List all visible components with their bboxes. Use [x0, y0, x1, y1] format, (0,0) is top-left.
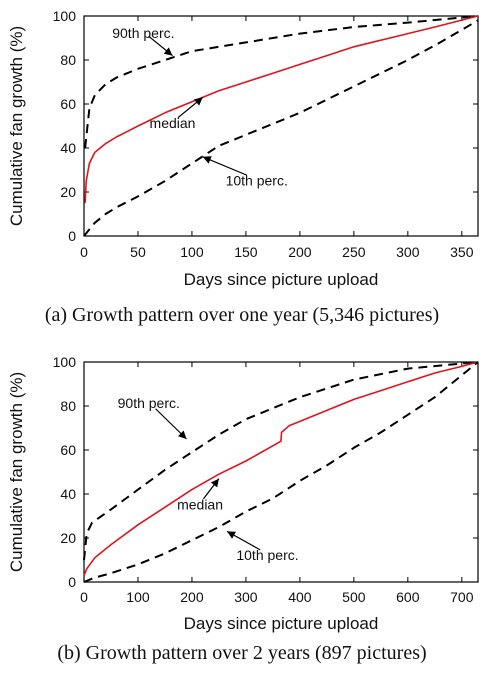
series-line-median [83, 361, 479, 576]
annotation-arrow-head [227, 531, 236, 539]
y-tick-label: 60 [60, 442, 76, 458]
y-tick-label: 80 [60, 52, 76, 68]
series-line-median [84, 15, 479, 204]
x-tick-label: 500 [342, 589, 366, 605]
annotation-arrow-head [194, 97, 203, 106]
x-tick-label: 400 [288, 589, 312, 605]
annotation-arrow-head [178, 430, 187, 439]
chart-a-caption: (a) Growth pattern over one year (5,346 … [44, 304, 440, 326]
series-line-p90 [83, 361, 479, 561]
chart-b-caption: (b) Growth pattern over 2 years (897 pic… [57, 642, 427, 664]
y-tick-label: 100 [53, 8, 77, 24]
x-tick-label: 300 [234, 589, 258, 605]
chart-panel-b: 0 20 40 60 80 100 0 100 200 300 400 500 600 700 Days s… [0, 340, 484, 674]
series-line-p10 [83, 361, 479, 583]
annotation-label: 10th perc. [236, 547, 298, 563]
x-tick-label: 150 [234, 244, 258, 260]
x-tick-label: 100 [126, 589, 150, 605]
annotation-arrow-head [163, 47, 173, 56]
x-tick-label: 200 [288, 244, 312, 260]
annotation-label: median [177, 496, 223, 512]
y-tick-label: 100 [53, 354, 77, 370]
y-tick-label: 80 [60, 398, 76, 414]
y-tick-label: 0 [68, 574, 76, 590]
x-tick-label: 250 [342, 244, 366, 260]
y-tick-label: 20 [60, 184, 76, 200]
chart-b-svg: 0 20 40 60 80 100 0 100 200 300 400 500 600 700 Days s… [7, 354, 479, 633]
x-tick-label: 50 [130, 244, 146, 260]
x-tick-label: 100 [180, 244, 204, 260]
series-line-p90 [84, 15, 479, 149]
annotation-arrow-head [202, 156, 212, 164]
x-tick-label: 200 [180, 589, 204, 605]
plot-frame [83, 15, 479, 237]
y-axis-title: Cumulative fan growth (%) [7, 26, 26, 226]
x-tick-label: 0 [80, 589, 88, 605]
y-tick-label: 40 [60, 486, 76, 502]
y-tick-label: 60 [60, 96, 76, 112]
annotation-label: 90th perc. [112, 25, 174, 41]
x-tick-label: 0 [80, 244, 88, 260]
x-tick-label: 300 [396, 244, 420, 260]
chart-a-svg: 0 20 40 60 80 100 0 50 100 150 200 250 300 350 Days si… [7, 8, 479, 289]
y-axis-title: Cumulative fan growth (%) [7, 372, 26, 572]
annotation-arrow-head [210, 478, 219, 488]
x-tick-label: 600 [396, 589, 420, 605]
x-axis-title: Days since picture upload [184, 270, 379, 289]
series-line-p10 [83, 19, 479, 237]
x-axis-title: Days since picture upload [184, 614, 379, 633]
annotation-label: median [150, 115, 196, 131]
plot-frame [83, 361, 479, 583]
annotation-label: 90th perc. [118, 395, 180, 411]
x-tick-label: 700 [450, 589, 474, 605]
annotation-label: 10th perc. [226, 172, 288, 188]
y-tick-label: 40 [60, 140, 76, 156]
x-tick-label: 350 [450, 244, 474, 260]
chart-panel-a: 0 20 40 60 80 100 0 50 100 150 200 250 300 350 Days si… [7, 8, 479, 326]
y-tick-label: 0 [68, 228, 76, 244]
y-tick-label: 20 [60, 530, 76, 546]
